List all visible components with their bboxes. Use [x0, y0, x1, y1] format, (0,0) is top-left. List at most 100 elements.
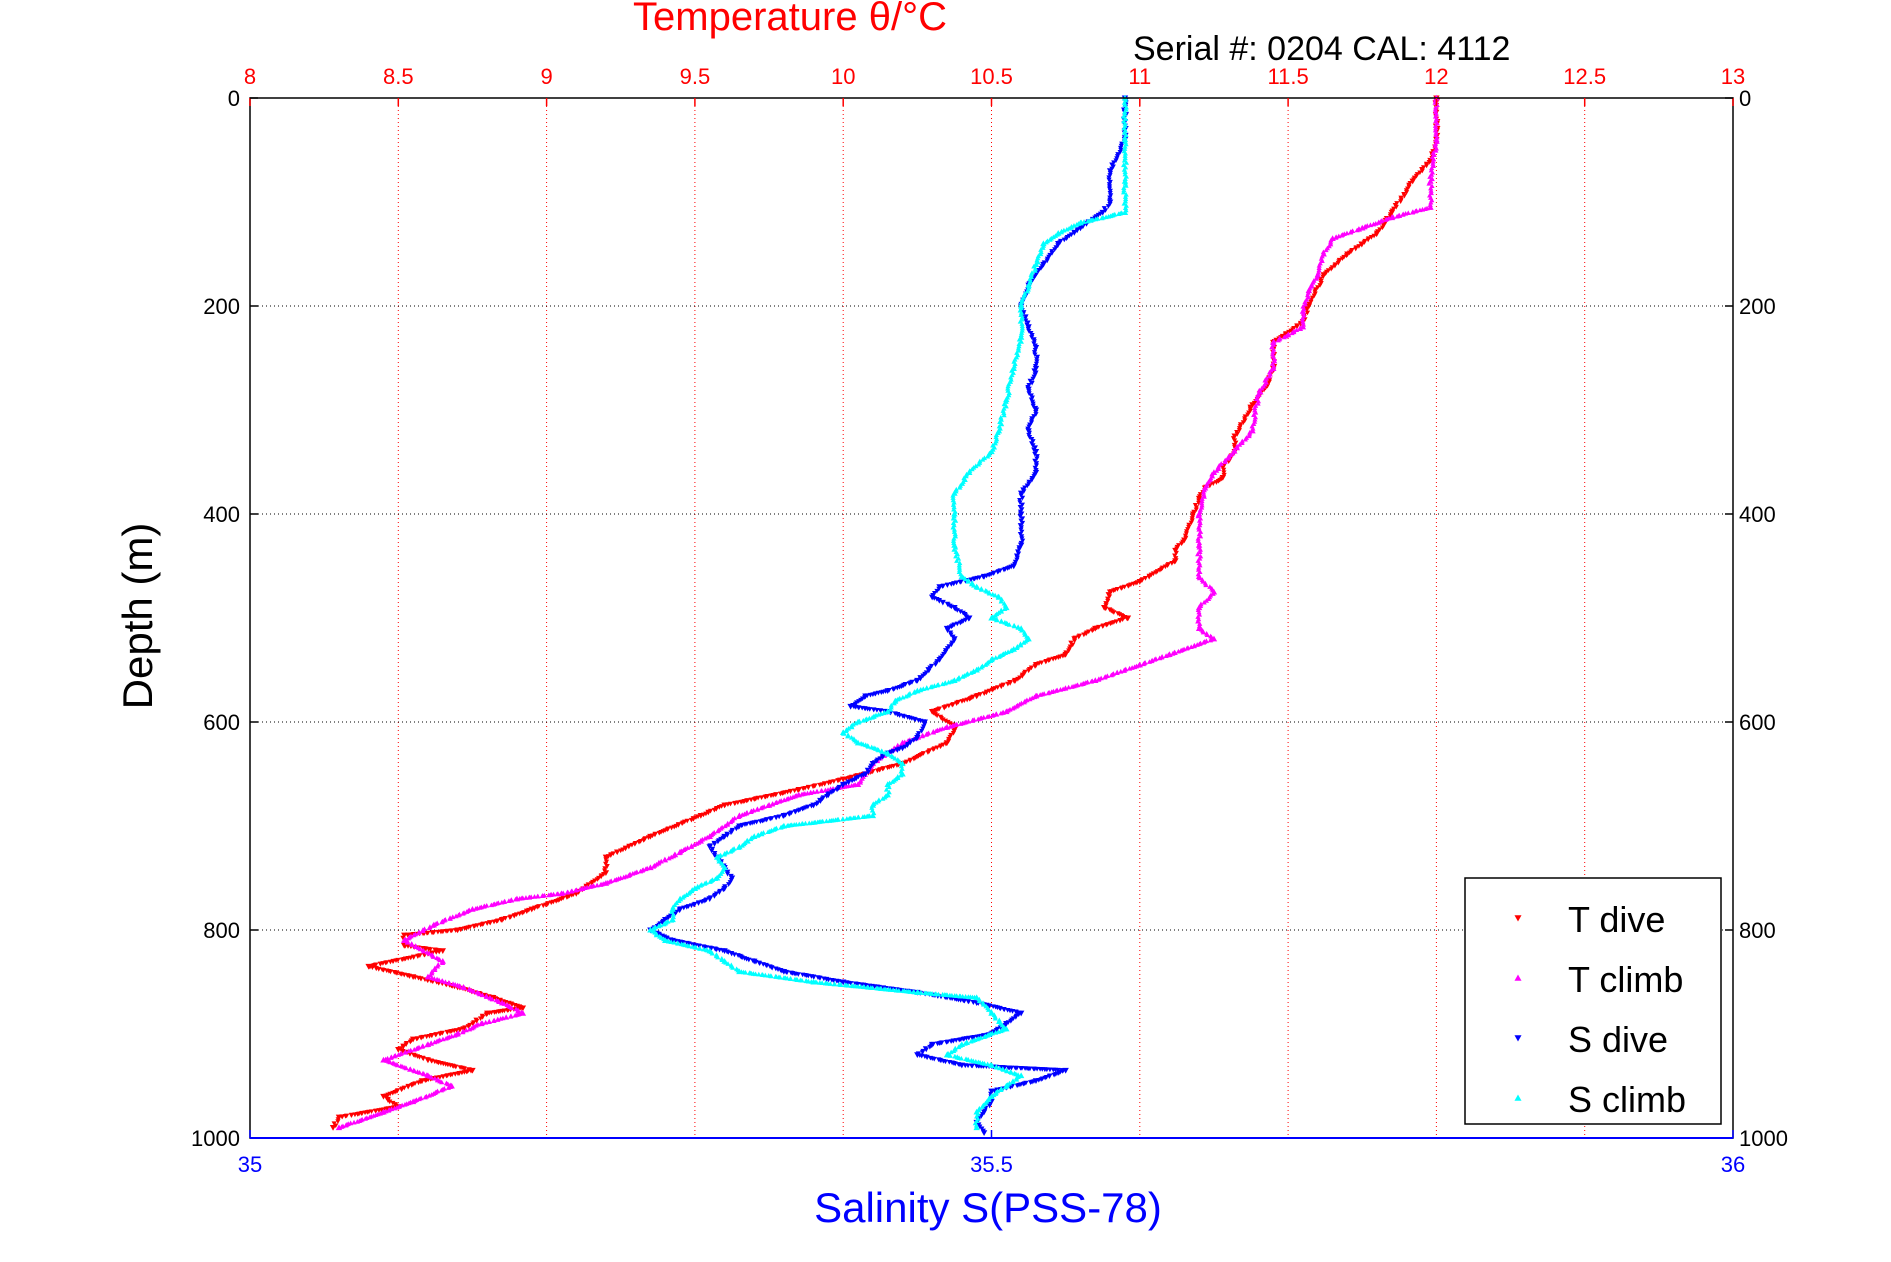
data-point: [1122, 153, 1128, 158]
data-point: [917, 687, 923, 693]
data-point: [1008, 648, 1014, 654]
data-point: [1225, 455, 1231, 461]
data-point: [335, 1119, 341, 1124]
data-point: [1005, 383, 1011, 389]
data-point: [477, 1016, 484, 1021]
data-point: [1071, 638, 1078, 644]
data-point: [405, 935, 412, 941]
data-point: [1316, 265, 1322, 270]
data-point: [999, 596, 1005, 602]
data-point: [907, 989, 913, 994]
data-point: [920, 673, 926, 679]
data-point: [1040, 243, 1047, 248]
data-point: [1044, 258, 1050, 264]
data-point: [792, 809, 798, 815]
data-point: [1014, 645, 1020, 650]
data-point: [1016, 1012, 1022, 1018]
data-point: [339, 1124, 345, 1129]
data-point: [1123, 207, 1129, 213]
data-point: [1122, 169, 1128, 175]
legend-label: T dive: [1568, 899, 1665, 940]
data-point: [1368, 235, 1374, 240]
data-point: [993, 1064, 1000, 1070]
data-point: [414, 1036, 420, 1042]
data-point: [886, 784, 892, 790]
data-point: [962, 576, 968, 582]
data-point: [409, 942, 415, 947]
data-point: [765, 829, 771, 835]
data-point: [1052, 247, 1058, 252]
data-point: [863, 983, 869, 988]
data-point: [1019, 323, 1025, 329]
data-point: [1015, 676, 1021, 682]
data-point: [1008, 1070, 1015, 1075]
data-point: [1111, 610, 1117, 615]
data-point: [934, 713, 940, 719]
data-point: [1433, 125, 1439, 131]
data-point: [814, 801, 820, 807]
data-point: [1019, 674, 1025, 679]
data-point: [470, 1021, 476, 1027]
data-point: [1188, 644, 1194, 650]
data-point: [367, 1114, 373, 1120]
data-point: [1018, 642, 1024, 648]
data-point: [1123, 183, 1129, 188]
data-point: [1014, 1065, 1020, 1071]
data-point: [702, 881, 708, 886]
data-point: [975, 666, 981, 671]
data-point: [434, 963, 441, 969]
data-point: [1289, 330, 1295, 336]
data-point: [711, 807, 717, 813]
data-point: [1008, 1065, 1015, 1071]
data-point: [1236, 442, 1243, 447]
data-point: [1033, 468, 1039, 473]
data-point: [1015, 345, 1022, 351]
data-point: [981, 691, 987, 696]
data-point: [1197, 507, 1204, 512]
data-point: [1201, 494, 1207, 499]
data-point: [594, 882, 600, 888]
data-point: [954, 608, 960, 613]
data-point: [857, 779, 864, 785]
data-point: [1272, 358, 1278, 364]
data-point: [418, 1035, 424, 1041]
data-point: [1121, 100, 1128, 105]
data-point: [978, 587, 985, 592]
data-point: [993, 1029, 999, 1035]
data-point: [708, 832, 715, 838]
data-point: [998, 414, 1004, 420]
data-point: [440, 960, 446, 966]
data-point: [779, 968, 785, 974]
data-point: [1300, 321, 1307, 327]
data-point: [800, 786, 806, 792]
data-point: [473, 906, 479, 911]
data-point: [715, 828, 721, 834]
data-point: [1010, 705, 1016, 711]
data-point: [406, 974, 413, 979]
data-point: [957, 1062, 963, 1068]
y-right-tick-label: 0: [1739, 86, 1751, 111]
series-s-dive: [647, 95, 1130, 1136]
data-point: [1019, 314, 1025, 320]
data-point: [1102, 208, 1109, 213]
data-point: [659, 920, 666, 925]
data-point: [985, 1007, 992, 1012]
data-point: [1126, 665, 1133, 671]
data-point: [746, 957, 752, 963]
data-point: [486, 1019, 492, 1025]
data-point: [432, 967, 438, 972]
data-point: [700, 812, 707, 818]
data-point: [952, 518, 959, 523]
data-point: [1105, 204, 1111, 209]
data-point: [426, 1092, 432, 1098]
data-point: [1240, 420, 1246, 425]
data-point: [982, 1107, 988, 1113]
data-point: [975, 716, 981, 722]
data-point: [1306, 301, 1312, 307]
data-point: [891, 700, 897, 706]
data-point: [351, 1119, 357, 1125]
data-point: [339, 1114, 345, 1120]
data-point: [1027, 696, 1033, 702]
data-point: [1121, 187, 1127, 193]
data-point: [827, 818, 833, 823]
